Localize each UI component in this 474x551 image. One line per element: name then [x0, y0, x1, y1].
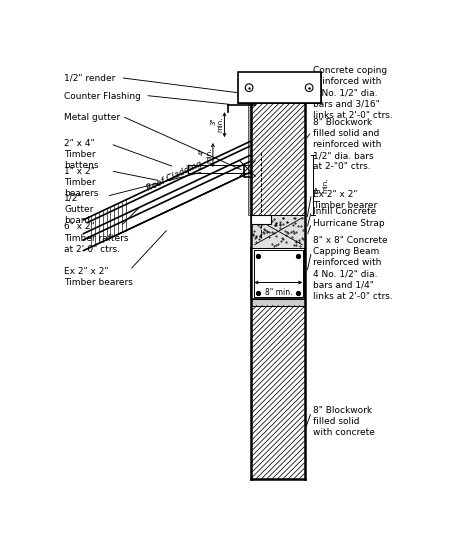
- Bar: [251, 215, 271, 224]
- Bar: [251, 82, 305, 215]
- Text: Metal gutter: Metal gutter: [64, 113, 120, 122]
- Bar: [254, 250, 303, 297]
- Text: 8" min.: 8" min.: [264, 288, 292, 297]
- Text: Roof Cladding: Roof Cladding: [145, 159, 204, 193]
- Text: 1/2"
Gutter
board: 1/2" Gutter board: [64, 194, 94, 225]
- Text: 1" x 2"
Timber
bearers: 1" x 2" Timber bearers: [64, 167, 99, 198]
- Text: 3"
min.: 3" min.: [210, 117, 224, 132]
- Bar: [247, 82, 251, 215]
- Text: 8" Blockwork
filled solid
with concrete: 8" Blockwork filled solid with concrete: [313, 406, 375, 437]
- Text: Ex 2" x 2"
Timber bearer: Ex 2" x 2" Timber bearer: [313, 190, 377, 210]
- Text: 1/2" render: 1/2" render: [64, 74, 116, 83]
- Text: 8" x 8" Concrete
Capping Beam
reinforced with
4 No. 1/2" dia.
bars and 1/4"
link: 8" x 8" Concrete Capping Beam reinforced…: [313, 236, 393, 301]
- Bar: [251, 248, 305, 299]
- Bar: [251, 215, 305, 248]
- Bar: [251, 306, 305, 479]
- Text: Counter Flashing: Counter Flashing: [64, 91, 141, 100]
- Text: Infill Concrete: Infill Concrete: [313, 207, 376, 216]
- Text: 6" x 2"
Timber rafters
at 2'-0" ctrs.: 6" x 2" Timber rafters at 2'-0" ctrs.: [64, 223, 129, 253]
- Bar: [237, 72, 321, 103]
- Text: Ex 2" x 2"
Timber bearers: Ex 2" x 2" Timber bearers: [64, 267, 133, 287]
- Text: Hurricane Strap: Hurricane Strap: [313, 219, 384, 228]
- Text: Concrete coping
reinforced with
2 No. 1/2" dia.
bars and 3/16"
links at 2'-0" ct: Concrete coping reinforced with 2 No. 1/…: [313, 66, 393, 120]
- Bar: [251, 299, 305, 306]
- Text: 4"
min.: 4" min.: [199, 147, 212, 163]
- Bar: [237, 72, 321, 103]
- Text: 2" x 4"
Timber
battens: 2" x 4" Timber battens: [64, 139, 99, 170]
- Text: 8"
min.: 8" min.: [315, 177, 328, 193]
- Text: 8" Blockwork
filled solid and
reinforced with
1/2" dia. bars
at 2-"0" ctrs.: 8" Blockwork filled solid and reinforced…: [313, 118, 382, 171]
